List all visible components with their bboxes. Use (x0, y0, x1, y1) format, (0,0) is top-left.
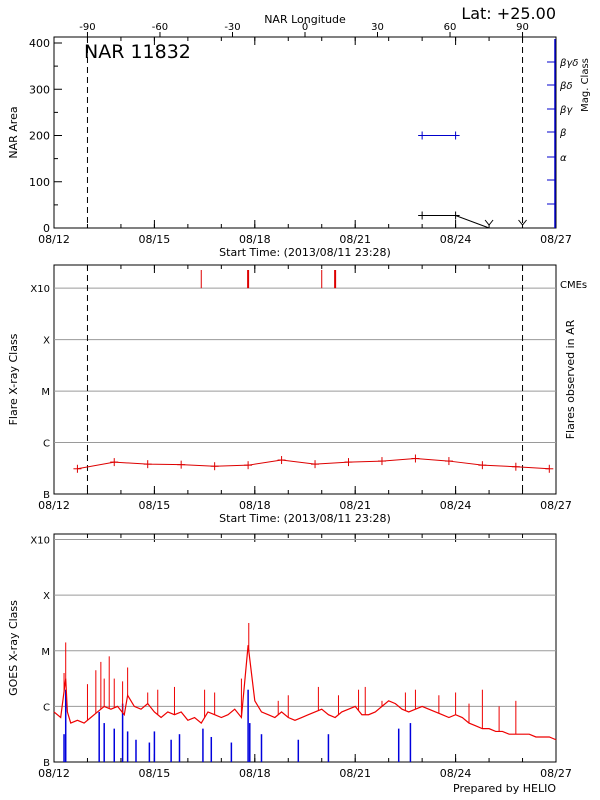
x-axis-label: Start Time: (2013/08/11 23:28) (219, 246, 391, 259)
credit-label: Prepared by HELIO (453, 782, 556, 795)
top-axis-label: NAR Longitude (264, 13, 346, 26)
plot-frame (53, 264, 557, 495)
x-tick-label: 08/27 (540, 499, 572, 512)
lon-tick-label: 60 (444, 22, 457, 33)
y-axis-label: NAR Area (7, 106, 20, 158)
x-tick-label: 08/12 (38, 767, 70, 780)
arrow-marker (484, 219, 494, 226)
mag-class-axis-label: Mag. Class (580, 58, 591, 112)
y-tick-label: 0 (43, 222, 50, 235)
x-tick-label: 08/15 (139, 767, 171, 780)
lon-tick-label: 0 (302, 22, 308, 33)
y-tick-label: 100 (29, 176, 50, 189)
y-axis-label: Flare X-ray Class (7, 333, 20, 425)
latitude-label: Lat: +25.00 (461, 4, 556, 23)
mag-class-label: α (560, 153, 567, 164)
cme-label: CMEs (560, 280, 587, 291)
y-tick-label: B (43, 758, 50, 769)
y-tick-label: 300 (29, 83, 50, 96)
flare-class-series-line (77, 457, 550, 470)
figure-footer: Prepared by HELIO (453, 782, 556, 795)
x-tick-label: 08/24 (440, 767, 472, 780)
y-tick-label: 400 (29, 37, 50, 50)
x-axis-label: Start Time: (2013/08/11 23:28) (219, 512, 391, 525)
x-tick-label: 08/15 (139, 233, 171, 246)
y-tick-label: 200 (29, 130, 50, 143)
arrow-marker (518, 219, 527, 226)
x-tick-label: 08/12 (38, 499, 70, 512)
mag-class-label: βγδ (559, 58, 578, 69)
x-tick-label: 08/18 (239, 499, 271, 512)
y-tick-label: C (43, 439, 50, 450)
panel-title: NAR 11832 (84, 41, 191, 63)
y-tick-label: M (41, 647, 50, 658)
y-tick-label: X (43, 591, 50, 602)
x-tick-label: 08/21 (339, 767, 371, 780)
y-tick-label: M (41, 387, 50, 398)
mag-class-label: βγ (559, 105, 573, 116)
plot-frame (53, 36, 557, 229)
x-tick-label: 08/24 (440, 233, 472, 246)
x-tick-label: 08/18 (239, 767, 271, 780)
goes-class-panel: 08/12 08/15 08/18 08/21 08/24 08/27 B C M X X10 GOE… (7, 533, 572, 780)
y-tick-label: X10 (30, 284, 50, 295)
y-tick-label: C (43, 702, 50, 713)
flare-class-panel: 08/12 08/15 08/18 08/21 08/24 08/27 B C M X X10 Fla… (7, 264, 587, 525)
lon-tick-label: -90 (79, 22, 95, 33)
lon-tick-label: 90 (516, 22, 529, 33)
lon-tick-label: -60 (152, 22, 168, 33)
figure-header: Lat: +25.00 (461, 4, 556, 23)
right-axis-label: Flares observed in AR (564, 319, 577, 439)
x-tick-label: 08/21 (339, 233, 371, 246)
x-tick-label: 08/15 (139, 499, 171, 512)
x-tick-label: 08/21 (339, 499, 371, 512)
nar-area-panel: 08/12 08/15 08/18 08/21 08/24 08/27 -90 -60 -30 0… (7, 13, 591, 259)
y-axis-label: GOES X-ray Class (7, 600, 20, 696)
goes-long-series-line (53, 645, 557, 741)
x-tick-label: 08/12 (38, 233, 70, 246)
mag-class-label: β (559, 128, 567, 139)
x-tick-label: 08/27 (540, 767, 572, 780)
x-tick-label: 08/18 (239, 233, 271, 246)
plot-frame (53, 533, 557, 763)
lon-tick-label: -30 (224, 22, 240, 33)
y-tick-label: X10 (30, 536, 50, 547)
lon-tick-label: 30 (371, 22, 384, 33)
x-tick-label: 08/24 (440, 499, 472, 512)
mag-class-label: βδ (559, 81, 573, 92)
y-tick-label: B (43, 490, 50, 501)
x-tick-label: 08/27 (540, 233, 572, 246)
y-tick-label: X (43, 336, 50, 347)
